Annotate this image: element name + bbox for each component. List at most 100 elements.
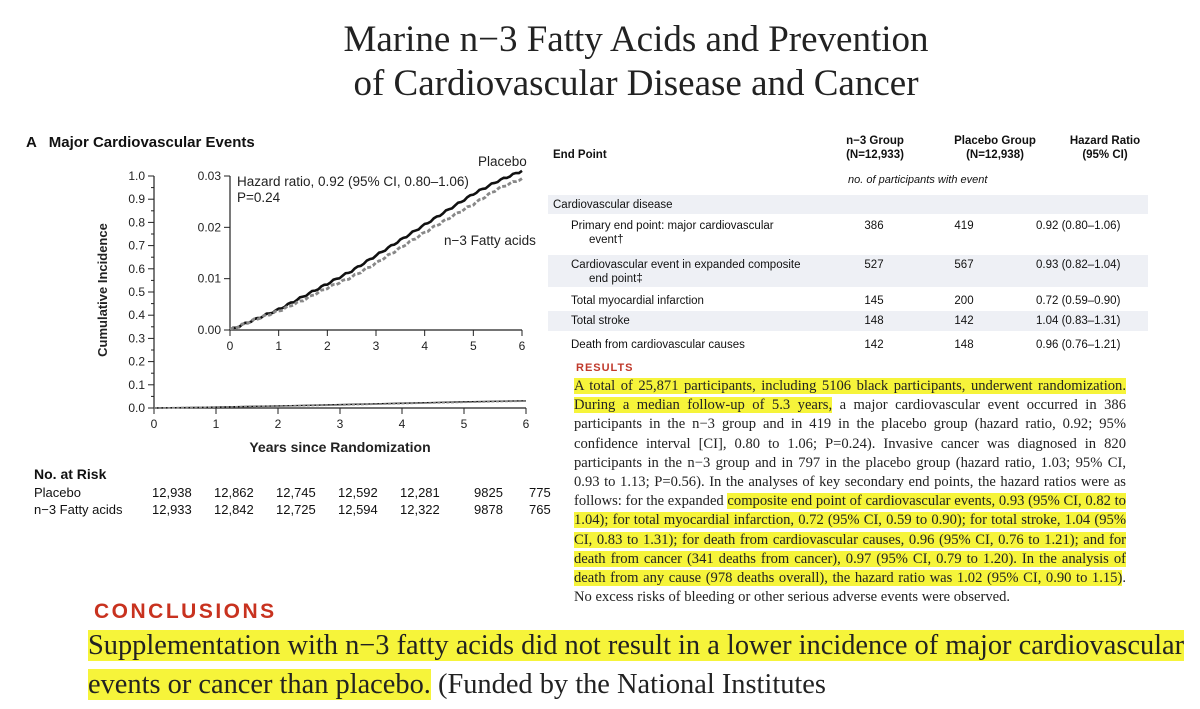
risk-value: 775 (529, 485, 551, 500)
x-tick-label: 4 (399, 417, 406, 431)
risk-row-label: Placebo (34, 485, 81, 500)
results-plain-2: . No excess risks of bleeding or other s… (574, 570, 1126, 606)
y-tick-label: 1.0 (128, 169, 145, 183)
conclusions-label: CONCLUSIONS (94, 600, 277, 623)
inset-x-tick-label: 6 (519, 339, 526, 353)
table-cell-placebo: 419 (954, 220, 974, 232)
y-tick-label: 0.3 (128, 331, 145, 345)
x-axis-label: Years since Randomization (249, 439, 430, 455)
inset-series-line-n3 (229, 177, 523, 331)
table-row: Cardiovascular event in expanded composi… (548, 255, 1148, 287)
y-tick-label: 0.7 (128, 239, 145, 253)
table-section-label: Cardiovascular disease (553, 199, 673, 211)
y-tick-label: 0.0 (128, 401, 145, 415)
table-row: Primary end point: major cardiovascular e… (548, 216, 1148, 252)
risk-header: No. at Risk (34, 466, 107, 482)
inset-axes: 0.00 0.01 0.02 0.03 0 1 2 3 4 5 6 (198, 169, 526, 353)
risk-value: 12,862 (214, 485, 254, 500)
table-subheader: no. of participants with event (848, 174, 988, 186)
x-tick-label: 3 (337, 417, 344, 431)
x-tick-label: 2 (275, 417, 282, 431)
x-tick-label: 0 (151, 417, 158, 431)
table-row: Total myocardial infarction 145 200 0.72 (0… (548, 291, 1148, 311)
risk-value: 12,745 (276, 485, 316, 500)
table-cell-hr: 0.93 (0.82–1.04) (1036, 259, 1121, 271)
inset-y-tick-label: 0.00 (198, 323, 222, 337)
panel-label: A Major Cardiovascular Events (26, 134, 255, 151)
inset-x-tick-label: 1 (275, 339, 282, 353)
article-title: Marine n−3 Fatty Acids and Prevention of… (0, 18, 1200, 106)
table-section-row: Cardiovascular disease (548, 195, 1148, 214)
risk-value: 12,842 (214, 502, 254, 517)
main-series-line (153, 400, 527, 409)
risk-value: 9878 (474, 502, 503, 517)
risk-value: 9825 (474, 485, 503, 500)
table-row: Death from cardiovascular causes 142 148 0.… (548, 335, 1148, 357)
table-cell-endpoint: Cardiovascular event in expanded composi… (571, 259, 801, 285)
y-tick-label: 0.9 (128, 192, 145, 206)
table-cell-n3: 148 (864, 315, 884, 327)
inset-x-tick-label: 0 (227, 339, 234, 353)
table-cell-endpoint: Total stroke (571, 315, 630, 327)
risk-value: 12,592 (338, 485, 378, 500)
table-row: Total stroke 148 142 1.04 (0.83–1.31) (548, 311, 1148, 331)
table-cell-n3: 145 (864, 295, 884, 307)
inset-y-tick-label: 0.02 (198, 220, 222, 234)
table-cell-hr: 0.92 (0.80–1.06) (1036, 220, 1121, 232)
x-tick-label: 1 (213, 417, 220, 431)
table-cell-hr: 0.72 (0.59–0.90) (1036, 295, 1121, 307)
table-cell-endpoint: Total myocardial infarction (571, 295, 704, 307)
table-cell-hr: 0.96 (0.76–1.21) (1036, 339, 1121, 351)
table-cell-placebo: 142 (954, 315, 974, 327)
table-cell-n3: 527 (864, 259, 884, 271)
y-tick-label: 0.6 (128, 262, 145, 276)
table-cell-placebo: 148 (954, 339, 974, 351)
risk-value: 12,938 (152, 485, 192, 500)
risk-value: 12,281 (400, 485, 440, 500)
hazard-annotation-line-2: P=0.24 (237, 190, 281, 205)
table-cell-endpoint: Death from cardiovascular causes (571, 339, 745, 351)
cumulative-incidence-chart: 0.0 0.1 0.2 0.3 0.4 0.5 0.6 0.7 0.8 0.9 1.0 0 1 2 3 4 5 6… (95, 154, 536, 455)
hazard-annotation-line-1: Hazard ratio, 0.92 (95% CI, 0.80–1.06) (237, 174, 469, 189)
results-label: RESULTS (576, 362, 634, 374)
x-tick-label: 6 (523, 417, 530, 431)
y-tick-label: 0.5 (128, 285, 145, 299)
inset-x-tick-label: 2 (324, 339, 331, 353)
placebo-series-label: Placebo (478, 154, 527, 169)
y-tick-label: 0.1 (128, 378, 145, 392)
x-tick-label: 5 (461, 417, 468, 431)
risk-row-placebo: Placebo 12,938 12,862 12,745 12,592 12,281 98… (34, 485, 554, 502)
table-cell-endpoint: Primary end point: major cardiovascular e… (571, 220, 774, 246)
risk-row-n3: n−3 Fatty acids 12,933 12,842 12,725 12,594… (34, 502, 554, 519)
risk-value: 12,322 (400, 502, 440, 517)
conclusions-text: Supplementation with n−3 fatty acids did… (88, 626, 1188, 704)
y-axis-label: Cumulative Incidence (95, 223, 110, 357)
inset-y-tick-label: 0.01 (198, 272, 222, 286)
inset-y-tick-label: 0.03 (198, 169, 222, 183)
table-cell-hr: 1.04 (0.83–1.31) (1036, 315, 1121, 327)
table-cell-n3: 142 (864, 339, 884, 351)
inset-x-tick-label: 5 (470, 339, 477, 353)
col-hazard-ratio: Hazard Ratio (95% CI) (1069, 135, 1141, 161)
inset-series-line-placebo (229, 169, 523, 332)
col-placebo: Placebo Group (N=12,938) (954, 135, 1036, 161)
inset-series (229, 169, 523, 332)
table-cell-placebo: 567 (954, 259, 974, 271)
y-tick-label: 0.4 (128, 308, 145, 322)
results-text: A total of 25,871 participants, includin… (574, 377, 1126, 607)
title-line-1: Marine n−3 Fatty Acids and Prevention (343, 19, 929, 60)
main-axes: 0.0 0.1 0.2 0.3 0.4 0.5 0.6 0.7 0.8 0.9 1.0 0 1 2 3 4 5 6 (128, 169, 529, 431)
risk-value: 12,725 (276, 502, 316, 517)
n3-series-label: n−3 Fatty acids (444, 233, 536, 248)
inset-x-tick-label: 3 (373, 339, 380, 353)
risk-value: 765 (529, 502, 551, 517)
risk-value: 12,594 (338, 502, 378, 517)
risk-row-label: n−3 Fatty acids (34, 502, 123, 517)
inset-x-tick-label: 4 (421, 339, 428, 353)
y-tick-label: 0.8 (128, 215, 145, 229)
number-at-risk: No. at Risk Placebo 12,938 12,862 12,745 12… (34, 466, 554, 519)
title-line-2: of Cardiovascular Disease and Cancer (353, 63, 919, 104)
y-tick-label: 0.2 (128, 355, 145, 369)
col-n3: n−3 Group (N=12,933) (846, 135, 904, 161)
main-series (153, 400, 527, 409)
